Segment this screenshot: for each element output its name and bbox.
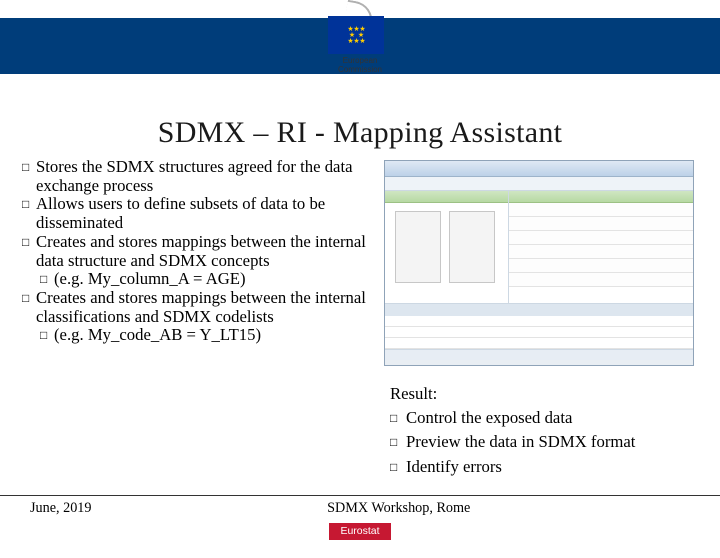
eu-flag: ★ ★ ★★ ★★ ★ ★	[328, 16, 384, 54]
bullet-square-icon	[390, 430, 406, 454]
ss-bot-row	[385, 338, 693, 349]
footer-date: June, 2019	[30, 500, 91, 517]
ss-bottom-header	[385, 304, 693, 316]
bullet-item: Creates and stores mappings between the …	[22, 289, 370, 326]
bullet-text: Stores the SDMX structures agreed for th…	[36, 158, 370, 195]
logo-caption-line2: Commission	[338, 65, 382, 74]
right-column: Result: Control the exposed dataPreview …	[378, 158, 698, 479]
result-item: Control the exposed data	[390, 406, 698, 430]
ss-row	[509, 245, 693, 259]
bullet-item: Creates and stores mappings between the …	[22, 233, 370, 270]
ss-row	[509, 259, 693, 273]
bullet-square-icon	[22, 233, 36, 270]
bullet-text: Creates and stores mappings between the …	[36, 233, 370, 270]
bullet-item: (e.g. My_code_AB = Y_LT15)	[22, 326, 370, 345]
bullet-square-icon	[22, 195, 36, 232]
bullet-square-icon	[22, 289, 36, 326]
ss-right-panel	[509, 191, 693, 303]
logo-caption: European Commission	[328, 56, 392, 74]
bullet-square-icon	[40, 270, 54, 289]
footer-center: SDMX Workshop, Rome	[0, 500, 706, 517]
ss-toolbar	[385, 177, 693, 191]
bullet-text: Creates and stores mappings between the …	[36, 289, 370, 326]
bullet-item: Stores the SDMX structures agreed for th…	[22, 158, 370, 195]
result-text: Identify errors	[406, 455, 502, 479]
ss-row	[509, 203, 693, 217]
ss-pane-1	[395, 211, 441, 283]
ss-row	[509, 217, 693, 231]
result-item: Identify errors	[390, 455, 698, 479]
content-row: Stores the SDMX structures agreed for th…	[0, 158, 720, 479]
bullet-item: Allows users to define subsets of data t…	[22, 195, 370, 232]
slide-title: SDMX – RI - Mapping Assistant	[0, 116, 720, 150]
ss-row	[509, 231, 693, 245]
ss-bot-row	[385, 327, 693, 338]
ss-pane-2	[449, 211, 495, 283]
bullet-text: Allows users to define subsets of data t…	[36, 195, 370, 232]
ss-row	[509, 273, 693, 287]
bullet-list: Stores the SDMX structures agreed for th…	[22, 158, 370, 345]
eu-flag-stars: ★ ★ ★★ ★★ ★ ★	[347, 26, 364, 44]
ss-body	[385, 191, 693, 303]
bullet-square-icon	[390, 455, 406, 479]
bullet-text: (e.g. My_code_AB = Y_LT15)	[54, 326, 370, 345]
app-screenshot	[384, 160, 694, 366]
bullet-square-icon	[40, 326, 54, 345]
bullet-square-icon	[22, 158, 36, 195]
bullet-item: (e.g. My_column_A = AGE)	[22, 270, 370, 289]
result-text: Control the exposed data	[406, 406, 572, 430]
result-block: Result: Control the exposed dataPreview …	[390, 382, 698, 479]
ss-right-header	[509, 191, 693, 203]
result-heading: Result:	[390, 382, 698, 406]
ss-statusbar	[385, 349, 693, 360]
bullet-text: (e.g. My_column_A = AGE)	[54, 270, 370, 289]
ec-logo: ★ ★ ★★ ★★ ★ ★ European Commission	[328, 4, 392, 74]
ss-left-panel	[385, 191, 509, 303]
ss-bot-row	[385, 316, 693, 327]
left-column: Stores the SDMX structures agreed for th…	[22, 158, 370, 479]
ss-titlebar	[385, 161, 693, 177]
ss-bottom-panel	[385, 303, 693, 349]
footer: June, 2019 SDMX Workshop, Rome Eurostat	[0, 495, 720, 540]
header-bar: ★ ★ ★★ ★★ ★ ★ European Commission	[0, 18, 720, 74]
result-item: Preview the data in SDMX format	[390, 430, 698, 454]
logo-caption-line1: European	[343, 56, 378, 65]
bullet-square-icon	[390, 406, 406, 430]
result-text: Preview the data in SDMX format	[406, 430, 635, 454]
ss-left-header	[385, 191, 508, 203]
eurostat-badge: Eurostat	[329, 523, 391, 540]
